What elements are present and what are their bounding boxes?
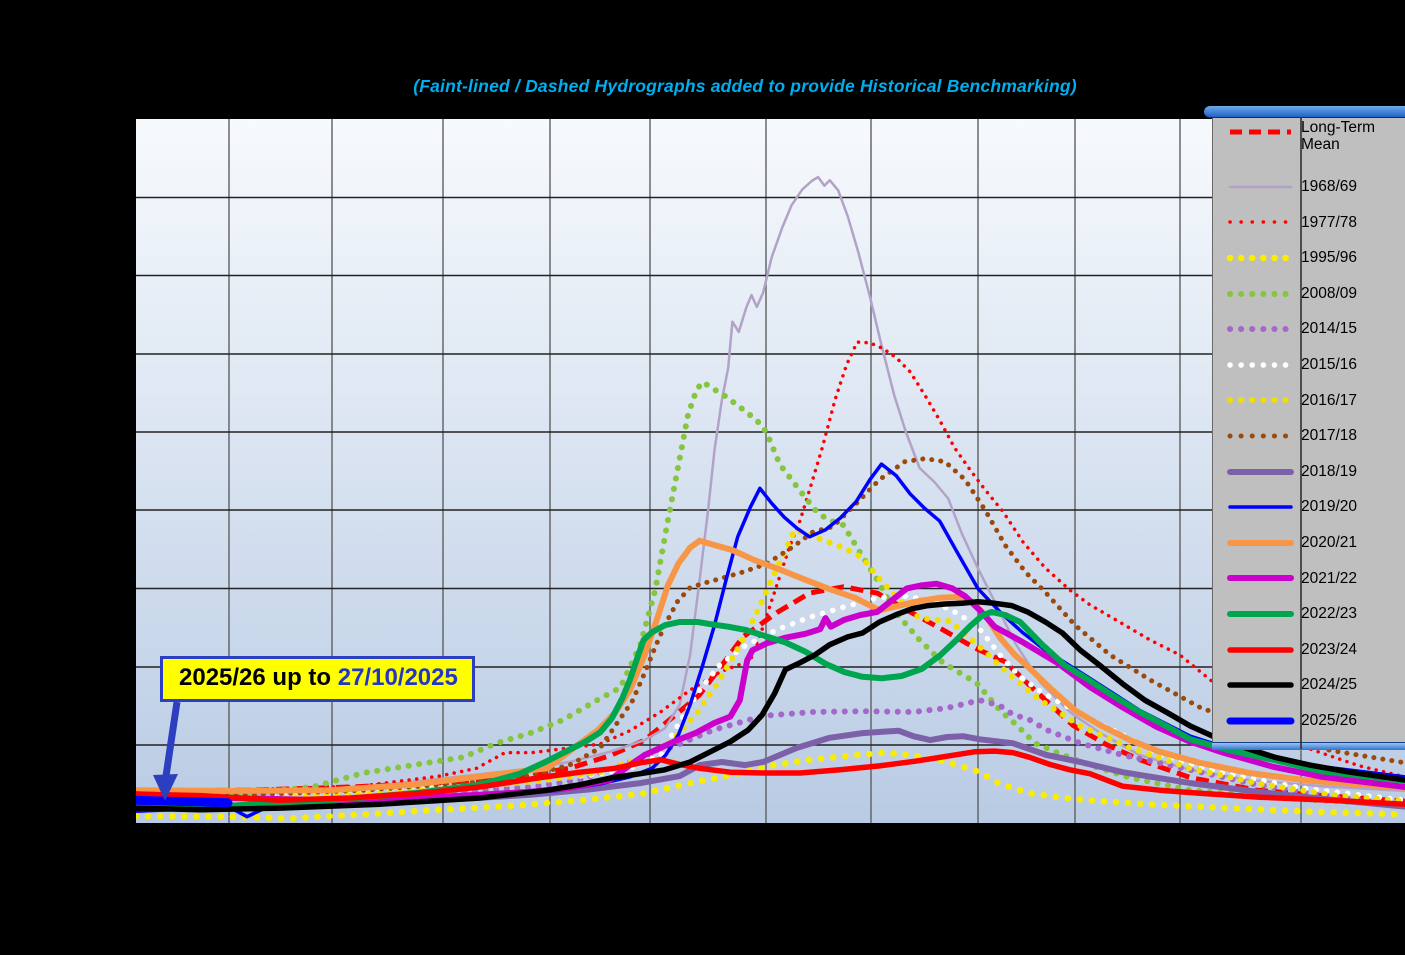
legend-swatch [1227, 682, 1294, 688]
legend-item-2014-15: 2014/15 [1213, 311, 1405, 347]
legend-item-2024-25: 2024/25 [1213, 667, 1405, 703]
legend-swatch [1227, 397, 1294, 404]
legend-item-2008-09: 2008/09 [1213, 276, 1405, 312]
series-line-2008-09 [136, 379, 1405, 808]
legend-swatch [1227, 362, 1294, 368]
legend-swatch [1227, 646, 1294, 653]
legend-label: 2022/23 [1301, 605, 1358, 623]
legend-label: 1995/96 [1301, 249, 1358, 267]
series-line-2022-23 [136, 608, 1405, 809]
legend-label: Long-Term Mean [1301, 119, 1376, 154]
series-line-2024-25 [136, 598, 1405, 813]
legend-swatch [1230, 129, 1291, 135]
legend-swatch [1227, 433, 1294, 439]
legend-label: 2021/22 [1301, 569, 1358, 587]
legend-swatch [1226, 254, 1295, 262]
legend-gridline-overlay [1300, 117, 1302, 749]
legend-label: 2023/24 [1301, 640, 1358, 658]
legend-swatch [1228, 220, 1293, 225]
legend-swatch [1227, 610, 1294, 617]
legend-item-1995-96: 1995/96 [1213, 240, 1405, 276]
legend-item-2018-19: 2018/19 [1213, 454, 1405, 490]
legend-swatch [1228, 505, 1293, 509]
legend-label: 2020/21 [1301, 534, 1358, 552]
legend-item-2015-16: 2015/16 [1213, 347, 1405, 383]
series-line-1995-96 [136, 749, 1405, 822]
legend-top-bar [1204, 106, 1405, 118]
legend-label: 2018/19 [1301, 462, 1358, 480]
legend-label: 2015/16 [1301, 356, 1358, 374]
legend-item-long-term-mean: Long-Term Mean [1213, 119, 1405, 169]
legend-item-2016-17: 2016/17 [1213, 383, 1405, 419]
annotation-prefix: 2025/26 up to [179, 664, 338, 691]
legend-swatch [1228, 185, 1293, 189]
legend-item-2019-20: 2019/20 [1213, 489, 1405, 525]
legend-swatch [1227, 539, 1294, 546]
legend-label: 2025/26 [1301, 712, 1358, 730]
callout-arrow [153, 701, 181, 801]
chart-legend: Long-Term Mean 1968/69 1977/78 1995/96 2008/… [1212, 117, 1405, 742]
legend-bottom-bar [1212, 742, 1405, 750]
series-line-2017-18 [136, 456, 1405, 802]
legend-item-2017-18: 2017/18 [1213, 418, 1405, 454]
legend-swatch [1227, 468, 1294, 475]
legend-swatch [1226, 717, 1295, 725]
series-line-1968-69 [136, 175, 1405, 801]
series-line-2025-26 [136, 795, 233, 808]
legend-swatch [1227, 290, 1294, 297]
legend-label: 2017/18 [1301, 427, 1358, 445]
legend-swatch [1227, 575, 1294, 582]
legend-label: 2024/25 [1301, 676, 1358, 694]
legend-label: 2016/17 [1301, 391, 1358, 409]
legend-label: 1977/78 [1301, 213, 1358, 231]
annotation-date: 27/10/2025 [337, 664, 458, 691]
series-line-2023-24 [136, 748, 1405, 807]
annotation-callout: 2025/26 up to 27/10/2025 [160, 656, 475, 702]
legend-item-2022-23: 2022/23 [1213, 596, 1405, 632]
legend-item-2023-24: 2023/24 [1213, 632, 1405, 668]
series-line-2016-17 [136, 526, 1405, 805]
legend-label: 1968/69 [1301, 178, 1358, 196]
legend-swatch [1227, 326, 1294, 333]
legend-item-2020-21: 2020/21 [1213, 525, 1405, 561]
legend-label: 2014/15 [1301, 320, 1358, 338]
legend-item-2025-26: 2025/26 [1213, 703, 1405, 739]
series-line-2014-15 [136, 697, 1405, 809]
legend-item-2021-22: 2021/22 [1213, 561, 1405, 597]
legend-label: 2019/20 [1301, 498, 1358, 516]
series-line-2018-19 [136, 727, 1405, 810]
legend-label: 2008/09 [1301, 284, 1358, 302]
legend-item-1968-69: 1968/69 [1213, 169, 1405, 205]
series-lines [136, 175, 1405, 822]
legend-item-1977-78: 1977/78 [1213, 205, 1405, 241]
chart-subtitle: (Faint-lined / Dashed Hydrographs added … [413, 76, 1077, 96]
